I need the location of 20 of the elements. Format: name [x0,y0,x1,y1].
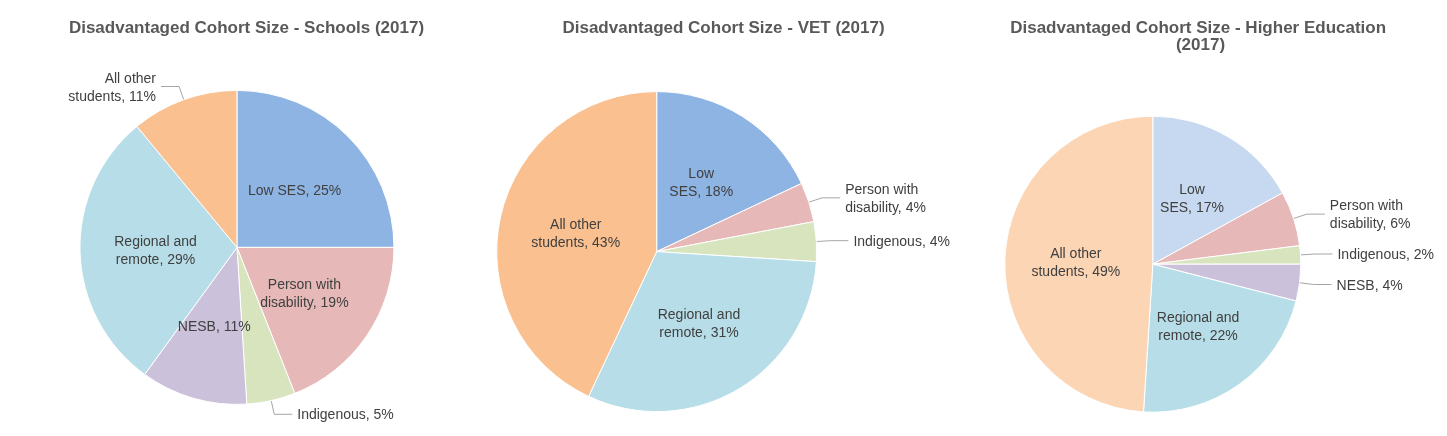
slice-label: Indigenous, 5% [297,406,394,423]
slice-label: NESB, 11% [177,317,251,334]
chart-title: Disadvantaged Cohort Size - Higher Education (2017) [1010,18,1391,54]
slice-label: All other students, 11% [68,69,157,104]
slice-label: All other students, 43% [531,216,621,251]
chart-title: Disadvantaged Cohort Size - Schools (2017) [68,18,425,37]
slice-label: Low SES, 25% [247,181,342,198]
slice-label: Regional and remote, 31% [657,306,741,341]
slice-label: Low SES, 18% [669,164,734,199]
slice-label: NESB, 4% [1336,276,1403,293]
slice-label: Person with disability, 6% [1329,197,1411,232]
slice-label: Indigenous, 4% [853,232,950,249]
slice-label: Regional and remote, 22% [1156,309,1240,344]
slice-label: Person with disability, 4% [845,180,926,215]
slice-label: Person with disability, 19% [260,276,349,311]
slice-label: Low SES, 17% [1160,180,1224,215]
slice-label: Indigenous, 2% [1337,246,1435,263]
chart-title: Disadvantaged Cohort Size - VET (2017) [562,18,885,37]
slice-label: All other students, 49% [1031,244,1121,279]
slice-label: Regional and remote, 29% [114,232,197,267]
